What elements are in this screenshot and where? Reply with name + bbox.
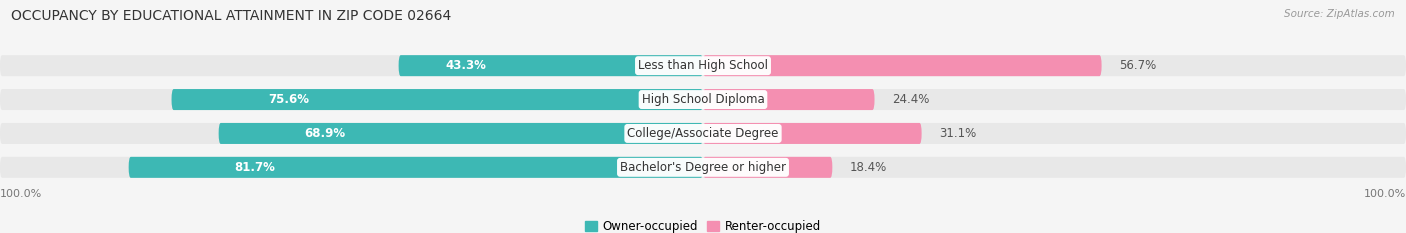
Text: 81.7%: 81.7% <box>235 161 276 174</box>
Text: OCCUPANCY BY EDUCATIONAL ATTAINMENT IN ZIP CODE 02664: OCCUPANCY BY EDUCATIONAL ATTAINMENT IN Z… <box>11 9 451 23</box>
Text: 75.6%: 75.6% <box>269 93 309 106</box>
Text: College/Associate Degree: College/Associate Degree <box>627 127 779 140</box>
FancyBboxPatch shape <box>703 123 922 144</box>
Text: 31.1%: 31.1% <box>939 127 976 140</box>
FancyBboxPatch shape <box>129 157 703 178</box>
FancyBboxPatch shape <box>703 55 1102 76</box>
FancyBboxPatch shape <box>0 123 1406 144</box>
FancyBboxPatch shape <box>0 157 1406 178</box>
FancyBboxPatch shape <box>703 89 875 110</box>
Text: Bachelor's Degree or higher: Bachelor's Degree or higher <box>620 161 786 174</box>
FancyBboxPatch shape <box>0 55 1406 76</box>
Text: 100.0%: 100.0% <box>1364 189 1406 199</box>
Text: 18.4%: 18.4% <box>849 161 887 174</box>
FancyBboxPatch shape <box>172 89 703 110</box>
Text: Less than High School: Less than High School <box>638 59 768 72</box>
Text: Source: ZipAtlas.com: Source: ZipAtlas.com <box>1284 9 1395 19</box>
FancyBboxPatch shape <box>703 157 832 178</box>
Text: 68.9%: 68.9% <box>305 127 346 140</box>
FancyBboxPatch shape <box>399 55 703 76</box>
Text: 100.0%: 100.0% <box>0 189 42 199</box>
Text: High School Diploma: High School Diploma <box>641 93 765 106</box>
Legend: Owner-occupied, Renter-occupied: Owner-occupied, Renter-occupied <box>585 220 821 233</box>
Text: 24.4%: 24.4% <box>893 93 929 106</box>
FancyBboxPatch shape <box>218 123 703 144</box>
FancyBboxPatch shape <box>0 89 1406 110</box>
Text: 56.7%: 56.7% <box>1119 59 1156 72</box>
Text: 43.3%: 43.3% <box>446 59 486 72</box>
